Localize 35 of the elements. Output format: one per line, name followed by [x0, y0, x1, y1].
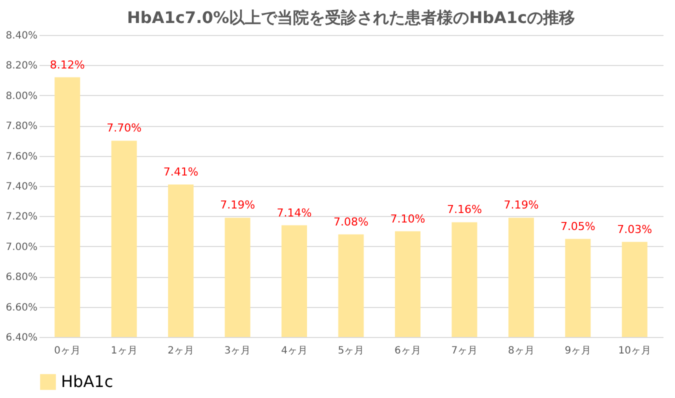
y-tick-label: 8.40% [6, 30, 38, 42]
data-label: 7.10% [390, 212, 426, 226]
x-tick-label: 4ヶ月 [281, 346, 308, 356]
x-tick-label: 0ヶ月 [54, 346, 81, 356]
y-tick-label: 7.80% [6, 121, 38, 132]
chart-title: HbA1c7.0%以上で当院を受診された患者様のHbA1cの推移 [126, 8, 576, 27]
y-tick-label: 7.60% [6, 151, 38, 162]
y-tick-label: 7.00% [6, 242, 38, 253]
y-tick-label: 7.20% [6, 212, 38, 223]
x-tick-label: 10ヶ月 [618, 346, 652, 356]
x-tick-label: 9ヶ月 [564, 346, 592, 356]
data-label: 7.03% [617, 222, 652, 236]
data-label: 7.70% [106, 122, 142, 135]
data-label: 7.19% [220, 198, 256, 212]
y-tick-label: 6.60% [6, 302, 38, 314]
data-label: 7.16% [446, 203, 482, 216]
x-tick-label: 3ヶ月 [224, 346, 251, 356]
x-tick-label: 5ヶ月 [338, 346, 364, 356]
data-label: 7.05% [560, 220, 596, 233]
data-label: 8.12% [50, 58, 85, 72]
data-label: 7.08% [334, 215, 368, 228]
y-tick-label: 8.20% [6, 60, 38, 72]
y-tick-label: 7.40% [6, 182, 38, 192]
x-tick-label: 7ヶ月 [451, 346, 478, 356]
x-tick-label: 1ヶ月 [110, 346, 138, 356]
y-tick-label: 6.80% [6, 272, 38, 284]
x-tick-label: 2ヶ月 [168, 346, 194, 356]
data-label: 7.19% [504, 198, 539, 212]
data-label: 7.41% [163, 165, 198, 178]
x-tick-label: 6ヶ月 [394, 346, 421, 356]
legend-label: HbA1c [61, 372, 114, 391]
y-tick-label: 8.00% [6, 90, 38, 102]
x-tick-label: 8ヶ月 [508, 346, 534, 356]
y-tick-label: 6.40% [6, 332, 38, 344]
data-label: 7.14% [276, 206, 312, 220]
